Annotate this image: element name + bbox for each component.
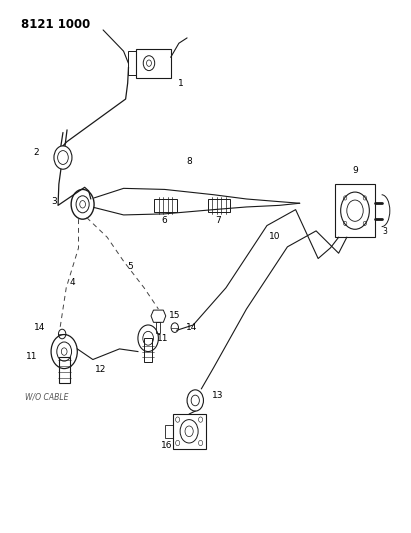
- Bar: [154, 199, 177, 212]
- Bar: [144, 338, 152, 362]
- Text: W/O CABLE: W/O CABLE: [25, 392, 69, 401]
- Bar: [173, 414, 206, 449]
- Text: 3: 3: [382, 228, 387, 237]
- Text: 4: 4: [69, 278, 75, 287]
- Text: 15: 15: [169, 311, 180, 320]
- Bar: [335, 184, 376, 237]
- Bar: [129, 51, 136, 75]
- Text: 7: 7: [215, 216, 221, 225]
- Text: 3: 3: [51, 197, 57, 206]
- Text: 5: 5: [127, 262, 133, 271]
- Text: 16: 16: [161, 441, 172, 450]
- Text: 14: 14: [185, 323, 197, 332]
- Text: 1: 1: [178, 78, 184, 87]
- Text: 11: 11: [26, 352, 37, 361]
- Bar: [208, 199, 230, 212]
- Bar: [59, 357, 69, 383]
- Bar: [136, 49, 171, 78]
- Text: 8121 1000: 8121 1000: [21, 18, 90, 31]
- Text: 14: 14: [35, 323, 46, 332]
- Text: 11: 11: [157, 334, 168, 343]
- Bar: [164, 425, 173, 438]
- Text: 9: 9: [352, 166, 358, 175]
- Text: 13: 13: [212, 391, 224, 400]
- Text: 2: 2: [34, 148, 39, 157]
- Text: 8: 8: [186, 157, 192, 166]
- Text: 10: 10: [269, 232, 281, 241]
- Bar: [156, 322, 160, 333]
- Text: 6: 6: [162, 216, 167, 225]
- Text: 12: 12: [95, 365, 107, 374]
